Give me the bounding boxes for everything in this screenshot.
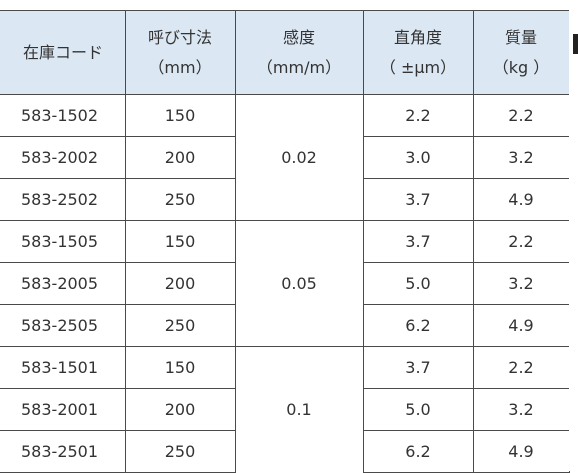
cell-mass: 3.2 bbox=[472, 262, 570, 305]
cell-stock-code: 583-2005 bbox=[0, 262, 126, 305]
table-row: 583-2501 250 6.2 4.9 bbox=[0, 430, 570, 473]
header-mass-unit: （kg ） bbox=[492, 57, 550, 77]
cell-stock-code: 583-2001 bbox=[0, 388, 126, 431]
header-squareness-label: 直角度 bbox=[393, 27, 442, 47]
cell-squareness: 3.7 bbox=[362, 220, 474, 263]
cell-nominal-size: 150 bbox=[124, 346, 236, 389]
cell-stock-code: 583-1502 bbox=[0, 94, 126, 137]
cell-stock-code: 583-2505 bbox=[0, 304, 126, 347]
cell-mass: 2.2 bbox=[472, 94, 570, 137]
table-row: 583-2001 200 5.0 3.2 bbox=[0, 388, 570, 431]
table-row: 583-2002 200 3.0 3.2 bbox=[0, 136, 570, 179]
header-mass: 質量 （kg ） bbox=[472, 10, 570, 95]
cell-squareness: 6.2 bbox=[362, 430, 474, 473]
cell-squareness: 2.2 bbox=[362, 94, 474, 137]
header-sensitivity: 感度 （mm/m） bbox=[234, 10, 364, 95]
cell-mass: 2.2 bbox=[472, 346, 570, 389]
cell-mass: 3.2 bbox=[472, 388, 570, 431]
cell-squareness: 3.7 bbox=[362, 178, 474, 221]
table-row: 583-2505 250 6.2 4.9 bbox=[0, 304, 570, 347]
cell-stock-code: 583-2502 bbox=[0, 178, 126, 221]
table-row: 583-1501 150 0.1 3.7 2.2 bbox=[0, 346, 570, 473]
header-squareness: 直角度 （ ±μm） bbox=[362, 10, 474, 95]
cell-squareness: 3.0 bbox=[362, 136, 474, 179]
cell-stock-code: 583-1505 bbox=[0, 220, 126, 263]
table-row: 583-1505 150 0.05 3.7 2.2 bbox=[0, 220, 570, 347]
header-stock-code: 在庫コード bbox=[0, 10, 126, 95]
cell-nominal-size: 150 bbox=[124, 94, 236, 137]
spec-table: 在庫コード 呼び寸法 （mm） 感度 （mm/m） 直角度 （ ±μm） 質量 … bbox=[0, 10, 570, 473]
table-row: 583-2005 200 5.0 3.2 bbox=[0, 262, 570, 305]
cell-squareness: 6.2 bbox=[362, 304, 474, 347]
scroll-rail bbox=[569, 0, 578, 471]
cell-squareness: 5.0 bbox=[362, 262, 474, 305]
cell-squareness: 5.0 bbox=[362, 388, 474, 431]
header-sensitivity-label: 感度 bbox=[282, 27, 315, 47]
header-nominal-size: 呼び寸法 （mm） bbox=[124, 10, 236, 95]
header-nominal-size-label: 呼び寸法 bbox=[147, 27, 212, 47]
cell-nominal-size: 250 bbox=[124, 178, 236, 221]
cell-mass: 4.9 bbox=[472, 178, 570, 221]
cell-nominal-size: 200 bbox=[124, 136, 236, 179]
cell-nominal-size: 250 bbox=[124, 304, 236, 347]
cell-stock-code: 583-2002 bbox=[0, 136, 126, 179]
cell-nominal-size: 200 bbox=[124, 388, 236, 431]
cell-mass: 4.9 bbox=[472, 430, 570, 473]
cell-mass: 3.2 bbox=[472, 136, 570, 179]
cell-sensitivity: 0.02 bbox=[234, 94, 364, 221]
header-row: 在庫コード 呼び寸法 （mm） 感度 （mm/m） 直角度 （ ±μm） 質量 … bbox=[0, 10, 570, 95]
table-row: 583-1502 150 0.02 2.2 2.2 bbox=[0, 94, 570, 221]
cell-nominal-size: 200 bbox=[124, 262, 236, 305]
header-squareness-unit: （ ±μm） bbox=[379, 57, 457, 77]
cell-nominal-size: 250 bbox=[124, 430, 236, 473]
cell-mass: 2.2 bbox=[472, 220, 570, 263]
cell-squareness: 3.7 bbox=[362, 346, 474, 389]
cell-stock-code: 583-1501 bbox=[0, 346, 126, 389]
header-nominal-size-unit: （mm） bbox=[148, 57, 212, 77]
scrollbar-thumb[interactable] bbox=[573, 34, 578, 54]
cell-mass: 4.9 bbox=[472, 304, 570, 347]
cell-nominal-size: 150 bbox=[124, 220, 236, 263]
header-stock-code-label: 在庫コード bbox=[23, 42, 104, 62]
cell-sensitivity: 0.05 bbox=[234, 220, 364, 347]
cell-stock-code: 583-2501 bbox=[0, 430, 126, 473]
header-mass-label: 質量 bbox=[504, 27, 537, 47]
header-sensitivity-unit: （mm/m） bbox=[256, 57, 342, 77]
table-row: 583-2502 250 3.7 4.9 bbox=[0, 178, 570, 221]
cell-sensitivity: 0.1 bbox=[234, 346, 364, 473]
